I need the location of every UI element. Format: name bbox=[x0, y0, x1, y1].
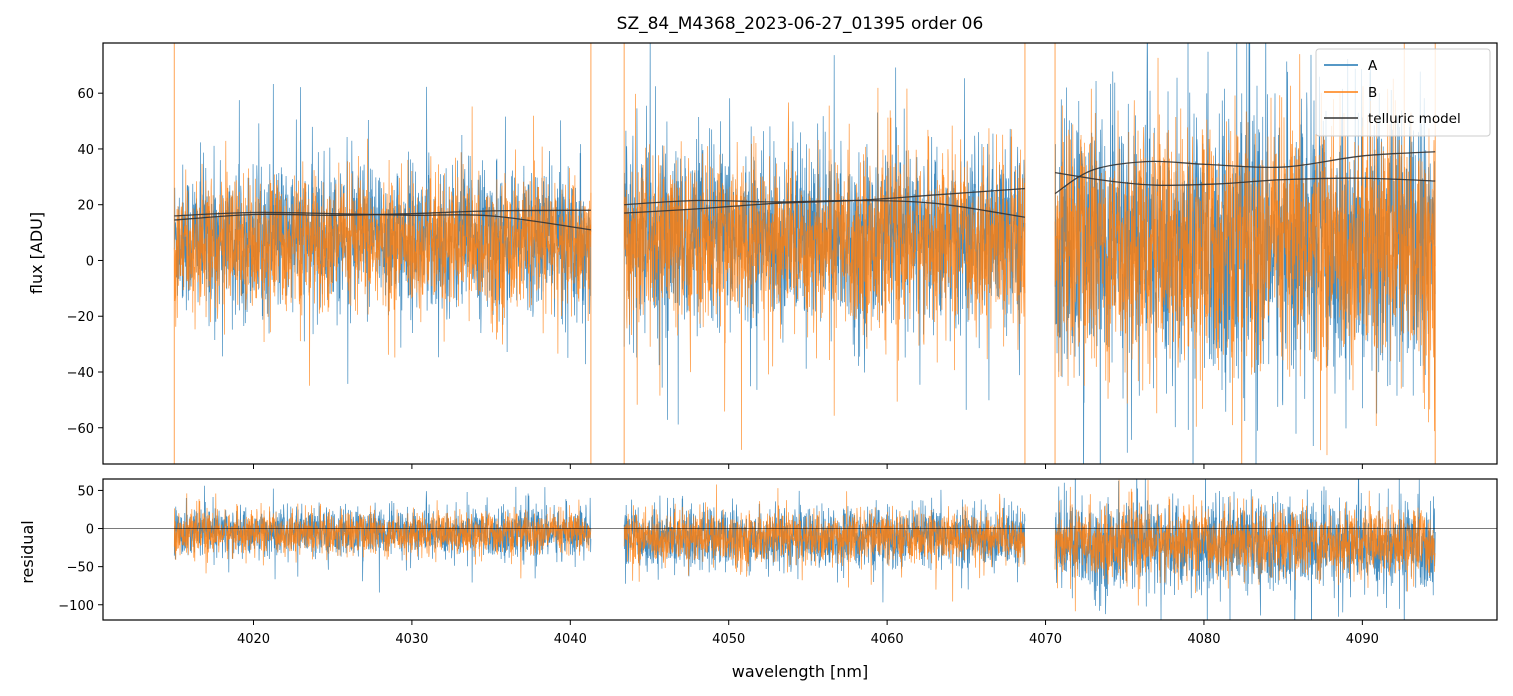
bottom-ytick-label-0: 0 bbox=[86, 523, 94, 538]
bottom-xtick-label-4080: 4080 bbox=[1187, 632, 1220, 647]
bottom-xtick-label-4030: 4030 bbox=[395, 632, 428, 647]
top-y-axis-label: flux [ADU] bbox=[27, 212, 46, 294]
top-ytick-label-40: 40 bbox=[77, 143, 94, 158]
top-ytick-label--40: −40 bbox=[67, 366, 94, 381]
bottom-xtick-label-4020: 4020 bbox=[237, 632, 270, 647]
bottom-plot-frame bbox=[102, 478, 1498, 621]
x-axis-label: wavelength [nm] bbox=[732, 662, 869, 681]
bottom-xtick-label-4040: 4040 bbox=[554, 632, 587, 647]
chart-title: SZ_84_M4368_2023-06-27_01395 order 06 bbox=[617, 14, 984, 34]
top-ytick-label-0: 0 bbox=[86, 254, 94, 269]
telluric-model-curve-5 bbox=[1054, 172, 1436, 186]
legend: A B telluric model bbox=[1315, 48, 1491, 137]
bottom-xtick-label-4090: 4090 bbox=[1346, 632, 1379, 647]
top-ytick-label--60: −60 bbox=[67, 422, 94, 437]
legend-box bbox=[1315, 48, 1491, 137]
legend-label-b: B bbox=[1368, 85, 1377, 101]
top-ytick-label-60: 60 bbox=[77, 87, 94, 102]
telluric-model-curve-6 bbox=[1054, 151, 1436, 195]
telluric-model-curve-4 bbox=[624, 187, 1025, 214]
bottom-xtick-label-4070: 4070 bbox=[1029, 632, 1062, 647]
bottom-ytick-label-50: 50 bbox=[77, 484, 94, 499]
bottom-ytick-label--100: −100 bbox=[58, 599, 94, 614]
bottom-y-axis-label: residual bbox=[18, 520, 37, 583]
top-plot-frame bbox=[102, 42, 1498, 465]
telluric-model-curve-2 bbox=[174, 209, 591, 221]
legend-label-telluric: telluric model bbox=[1368, 111, 1461, 127]
bottom-series-b-segment-3 bbox=[1054, 479, 1436, 612]
top-series-b-segment-2 bbox=[623, 87, 1026, 450]
bottom-xtick-label-4050: 4050 bbox=[712, 632, 745, 647]
top-ytick-label--20: −20 bbox=[67, 310, 94, 325]
top-ytick-label-20: 20 bbox=[77, 199, 94, 214]
legend-label-a: A bbox=[1368, 58, 1378, 74]
bottom-xtick-label-4060: 4060 bbox=[871, 632, 904, 647]
telluric-model-curve-3 bbox=[624, 199, 1026, 218]
bottom-series-b-segment-2 bbox=[623, 484, 1026, 602]
bottom-ytick-label--50: −50 bbox=[67, 561, 94, 576]
bottom-panel: −100 −50 0 50 4020 4030 4040 4050 4060 4070 4080 4… bbox=[18, 478, 1498, 681]
top-series-b-segment-1 bbox=[173, 106, 592, 386]
top-panel: −60 −40 −20 0 20 40 60 flux [ADU] A B telluric… bbox=[27, 42, 1498, 469]
top-series-b-segment-3 bbox=[1054, 43, 1436, 464]
